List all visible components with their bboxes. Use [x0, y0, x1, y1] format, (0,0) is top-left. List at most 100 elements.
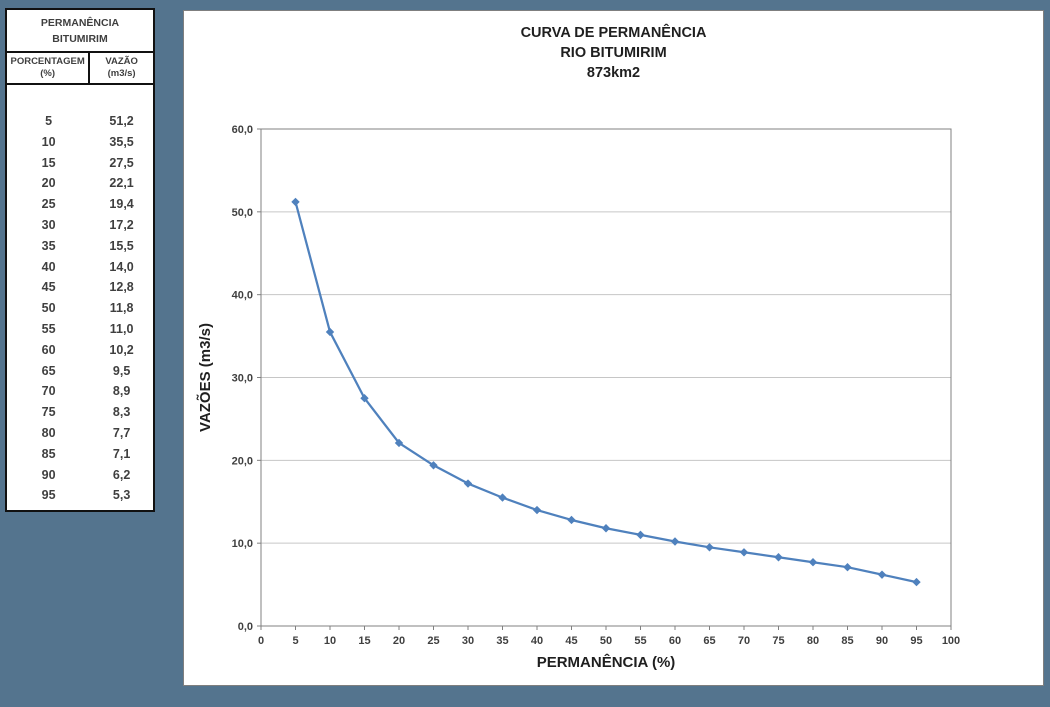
x-tick-label: 45	[565, 635, 577, 647]
x-tick-label: 15	[358, 635, 370, 647]
y-tick-label: 40,0	[232, 290, 253, 302]
table-row: 90 6,2	[7, 465, 153, 486]
data-point-marker	[705, 543, 714, 552]
chart-panel: 0 5 10 15 20 25 30 35 40 45 50 55 60 65 70 75 80 85 90 95 10…	[183, 10, 1044, 686]
pct-cell: 85	[41, 446, 56, 461]
data-point-marker	[463, 479, 473, 488]
data-point-marker	[912, 577, 921, 587]
pct-cell: 45	[41, 280, 56, 295]
table-row: 50 11,8	[7, 298, 153, 319]
pct-cell: 25	[41, 197, 56, 212]
table-row: 30 17,2	[7, 215, 153, 236]
y-tick-label: 0,0	[238, 621, 253, 633]
pct-cell: 15	[41, 155, 56, 170]
x-tick-label: 35	[496, 635, 508, 647]
table-title: PERMANÊNCIA BITUMIRIM	[7, 10, 153, 53]
pct-cell: 50	[41, 301, 56, 316]
chart-title: CURVA DE PERMANÊNCIA RIO BITUMIRIM 873km…	[184, 23, 1043, 83]
table-row: 85 7,1	[7, 444, 153, 465]
data-table: PERMANÊNCIA BITUMIRIM PORCENTAGEM (%) VA…	[5, 8, 155, 513]
flow-cell: 10,2	[109, 342, 134, 357]
pct-cell: 65	[41, 363, 56, 378]
pct-cell: 70	[41, 384, 56, 399]
data-point-marker	[601, 524, 611, 533]
x-tick-label: 85	[841, 635, 853, 647]
x-tick-label: 25	[427, 635, 439, 647]
flow-cell: 9,5	[112, 363, 131, 378]
data-point-marker	[670, 537, 680, 546]
data-point-marker	[636, 530, 645, 540]
table-row: 55 11,0	[7, 319, 153, 340]
table-row: 10 35,5	[7, 132, 153, 153]
data-point-marker	[394, 438, 404, 448]
y-tick-label: 60,0	[232, 124, 253, 136]
pct-cell: 20	[41, 176, 56, 191]
flow-cell: 22,1	[109, 176, 134, 191]
data-point-marker	[567, 515, 576, 525]
y-tick-label: 20,0	[232, 455, 253, 467]
data-point-marker	[429, 461, 438, 470]
x-tick-label: 60	[669, 635, 681, 647]
x-tick-label: 0	[258, 635, 264, 647]
flow-cell: 15,5	[109, 238, 134, 253]
flow-cell: 27,5	[109, 155, 134, 170]
x-tick-label: 95	[910, 635, 922, 647]
x-tick-label: 55	[634, 635, 646, 647]
pct-cell: 60	[41, 342, 56, 357]
x-tick-label: 5	[292, 635, 298, 647]
data-point-marker	[325, 327, 335, 337]
pct-cell: 10	[41, 134, 56, 149]
permanence-curve-chart: 0 5 10 15 20 25 30 35 40 45 50 55 60 65 70 75 80 85 90 95 10…	[196, 124, 960, 671]
flow-cell: 7,1	[112, 446, 131, 461]
flow-cell: 5,3	[112, 488, 131, 503]
data-point-marker	[532, 505, 542, 515]
chart-title-line3: 873km2	[586, 65, 641, 81]
flow-cell: 6,2	[112, 467, 131, 482]
table-row: 35 15,5	[7, 236, 153, 257]
flow-cell: 12,8	[109, 280, 134, 295]
x-tick-label: 90	[876, 635, 888, 647]
pct-cell: 90	[41, 467, 56, 482]
data-point-marker	[877, 570, 887, 579]
pct-cell: 75	[41, 405, 56, 420]
table-row: 80 7,7	[7, 423, 153, 444]
flow-cell: 8,3	[112, 405, 131, 420]
table-row: 60 10,2	[7, 340, 153, 361]
data-point-marker	[843, 562, 852, 572]
table-row: 20 22,1	[7, 173, 153, 194]
flow-cell: 11,8	[109, 301, 134, 316]
y-axis-title: VAZÕES (m3/s)	[196, 323, 214, 432]
table-row: 25 19,4	[7, 194, 153, 215]
table-row: 95 5,3	[7, 485, 153, 506]
pct-cell: 30	[41, 217, 56, 232]
pct-cell: 95	[41, 488, 56, 503]
x-tick-label: 80	[807, 635, 819, 647]
y-tick-label: 10,0	[232, 538, 253, 550]
pct-cell: 80	[41, 425, 56, 440]
flow-cell: 17,2	[109, 217, 134, 232]
x-tick-label: 70	[738, 635, 750, 647]
pct-cell: 40	[41, 259, 56, 274]
flow-cell: 7,7	[112, 425, 131, 440]
x-tick-label: 75	[772, 635, 784, 647]
chart-title-line2: RIO BITUMIRIM	[560, 45, 667, 61]
table-row: 65 9,5	[7, 361, 153, 382]
data-point-marker	[498, 493, 507, 502]
x-axis-title: PERMANÊNCIA (%)	[537, 653, 676, 671]
pct-cell: 5	[45, 114, 53, 128]
chart-title-line1: CURVA DE PERMANÊNCIA	[520, 25, 707, 41]
pct-cell: 55	[41, 321, 56, 336]
x-tick-label: 40	[531, 635, 543, 647]
flow-cell: 11,0	[109, 321, 134, 336]
x-tick-label: 10	[324, 635, 336, 647]
y-tick-label: 30,0	[232, 373, 253, 385]
table-row: 70 8,9	[7, 381, 153, 402]
data-point-marker	[808, 558, 818, 567]
table-row: 15 27,5	[7, 153, 153, 174]
x-tick-label: 65	[703, 635, 715, 647]
table-title-line2: BITUMIRIM	[52, 33, 108, 45]
table-rows: 5 51,2 10 35,5 15 27,5 20 22,1 25 19,4 30 17,2 35 15,…	[7, 85, 153, 510]
data-point-marker	[291, 197, 300, 207]
x-tick-label: 30	[462, 635, 474, 647]
x-tick-label: 50	[600, 635, 612, 647]
